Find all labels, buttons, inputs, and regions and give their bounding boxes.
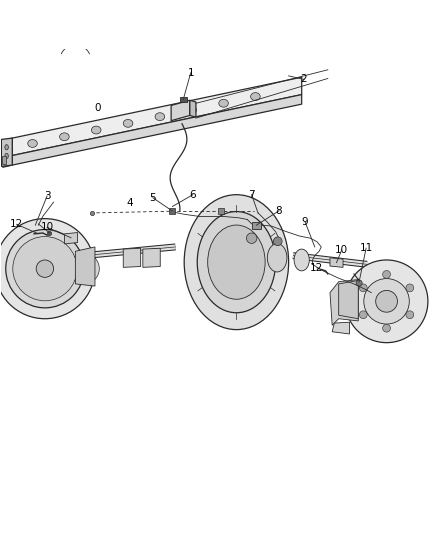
Text: 8: 8 xyxy=(276,206,283,216)
Text: 11: 11 xyxy=(360,243,373,253)
Polygon shape xyxy=(64,232,78,244)
Circle shape xyxy=(6,230,84,308)
Text: 7: 7 xyxy=(248,190,255,200)
Circle shape xyxy=(359,284,367,292)
Circle shape xyxy=(359,311,367,319)
Ellipse shape xyxy=(184,195,289,329)
Circle shape xyxy=(356,280,362,286)
Polygon shape xyxy=(3,138,12,167)
Circle shape xyxy=(406,284,414,292)
Text: 12: 12 xyxy=(10,219,23,229)
Polygon shape xyxy=(332,322,350,334)
Circle shape xyxy=(345,260,428,343)
Polygon shape xyxy=(330,258,343,268)
Text: 10: 10 xyxy=(41,222,53,232)
Bar xyxy=(252,222,261,229)
Polygon shape xyxy=(12,77,302,156)
Bar xyxy=(2,156,6,164)
Polygon shape xyxy=(330,279,358,325)
Text: 10: 10 xyxy=(335,245,348,255)
Ellipse shape xyxy=(251,93,260,100)
Circle shape xyxy=(273,237,282,246)
Text: 3: 3 xyxy=(44,191,50,201)
Polygon shape xyxy=(12,94,302,165)
Text: 6: 6 xyxy=(190,190,196,200)
Circle shape xyxy=(36,260,53,277)
Ellipse shape xyxy=(5,154,8,158)
Polygon shape xyxy=(339,280,358,319)
Circle shape xyxy=(364,279,409,324)
Polygon shape xyxy=(190,100,196,117)
Text: 12: 12 xyxy=(310,263,324,273)
Ellipse shape xyxy=(208,225,265,299)
Ellipse shape xyxy=(92,126,101,134)
Polygon shape xyxy=(143,248,160,268)
Ellipse shape xyxy=(187,106,197,114)
Circle shape xyxy=(383,271,391,278)
Ellipse shape xyxy=(267,244,287,272)
Polygon shape xyxy=(123,248,141,268)
Ellipse shape xyxy=(5,144,8,150)
Bar xyxy=(180,97,187,102)
Polygon shape xyxy=(75,247,95,286)
Ellipse shape xyxy=(155,113,165,120)
Text: 0: 0 xyxy=(94,103,100,112)
Circle shape xyxy=(383,324,391,332)
Text: 9: 9 xyxy=(302,217,308,227)
Ellipse shape xyxy=(28,140,37,148)
Ellipse shape xyxy=(60,133,69,141)
Polygon shape xyxy=(171,100,190,120)
Text: 4: 4 xyxy=(127,198,133,208)
Ellipse shape xyxy=(219,99,228,107)
Ellipse shape xyxy=(197,212,276,313)
Polygon shape xyxy=(1,138,12,166)
Text: 5: 5 xyxy=(149,193,156,203)
Circle shape xyxy=(406,311,414,319)
Circle shape xyxy=(247,233,257,244)
Ellipse shape xyxy=(123,119,133,127)
Circle shape xyxy=(376,290,397,312)
Circle shape xyxy=(69,254,99,284)
Text: 1: 1 xyxy=(187,68,194,78)
Text: 2: 2 xyxy=(300,75,307,84)
Bar xyxy=(218,208,224,214)
Ellipse shape xyxy=(294,249,309,271)
Circle shape xyxy=(13,237,77,301)
Circle shape xyxy=(0,219,95,319)
